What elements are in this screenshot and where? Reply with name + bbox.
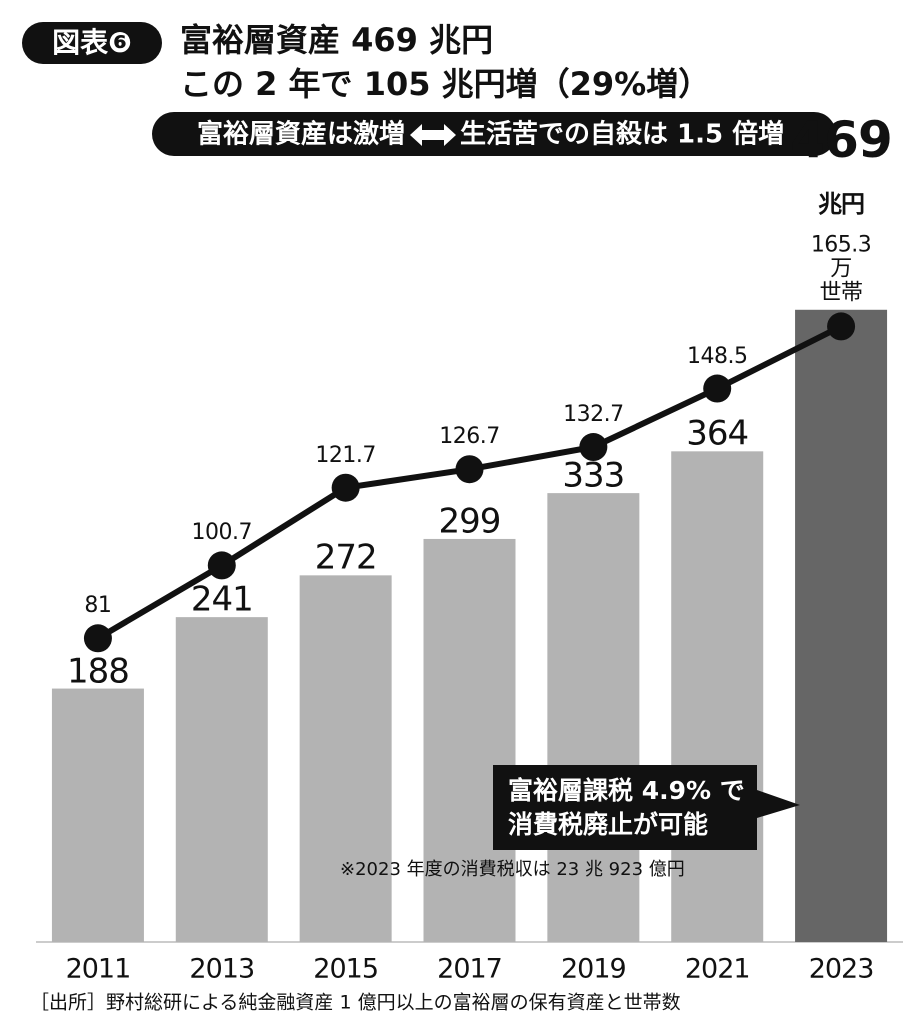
- line-marker: [207, 551, 236, 580]
- banner-bg: [152, 112, 836, 156]
- bar-value-label: 272: [314, 537, 378, 578]
- x-tick-label: 2013: [189, 954, 254, 985]
- x-tick-label: 2023: [809, 954, 874, 985]
- bar: [547, 493, 640, 942]
- note: ※2023 年度の消費税収は 23 兆 923 億円: [340, 859, 685, 880]
- annotation-box: [493, 765, 800, 850]
- line-marker: [703, 374, 732, 403]
- annotation: 消費税廃止が可能: [508, 810, 708, 839]
- x-tick-label: 2017: [437, 954, 502, 985]
- bar: [671, 451, 764, 942]
- x-tick-label: 2019: [561, 954, 626, 985]
- title: この 2 年で 105 兆円増（29%増）: [180, 65, 710, 103]
- bar: [299, 575, 392, 942]
- line-marker: [83, 624, 112, 653]
- bar-value-label: 333: [562, 455, 625, 496]
- line-marker: [579, 433, 608, 462]
- x-tick-label: 2011: [66, 954, 131, 985]
- badge: 図表❻: [52, 26, 132, 59]
- title: 富裕層資産 469 兆円: [180, 21, 493, 59]
- bar-value-label: 241: [190, 579, 254, 620]
- line-marker: [827, 312, 856, 341]
- line-value-label: 165.3万 世帯: [810, 232, 872, 306]
- banner-text: 生活苦での自殺は 1.5 倍増: [460, 119, 784, 150]
- line-value-label: 121.7: [315, 442, 376, 468]
- bar-value-label: 299: [438, 501, 502, 542]
- bar: [423, 538, 516, 942]
- bar-value-label: 364: [686, 413, 749, 454]
- annotation: 富裕層課税 4.9% で: [508, 776, 745, 805]
- line-value-label: 126.7: [439, 424, 500, 450]
- x-tick-label: 2021: [685, 954, 750, 985]
- line-value-label: 132.7: [563, 401, 624, 427]
- bar-value-label: 188: [66, 651, 130, 692]
- line-marker: [331, 473, 360, 502]
- banner-text: 富裕層資産は激増: [197, 119, 405, 150]
- line-value-label: 81: [84, 593, 112, 619]
- source: ［出所］野村総研による純金融資産 1 億円以上の富裕層の保有資産と世帯数: [30, 992, 681, 1014]
- badge-bg: [22, 22, 162, 64]
- x-tick-label: 2015: [313, 954, 378, 985]
- bar: [795, 309, 888, 943]
- line-marker: [455, 455, 484, 484]
- bar-value-label: 469兆円: [790, 110, 892, 218]
- bar: [51, 688, 144, 942]
- bar: [175, 617, 268, 942]
- line-value-label: 148.5: [686, 343, 748, 369]
- double-arrow: [410, 124, 456, 146]
- line-value-label: 100.7: [191, 520, 253, 546]
